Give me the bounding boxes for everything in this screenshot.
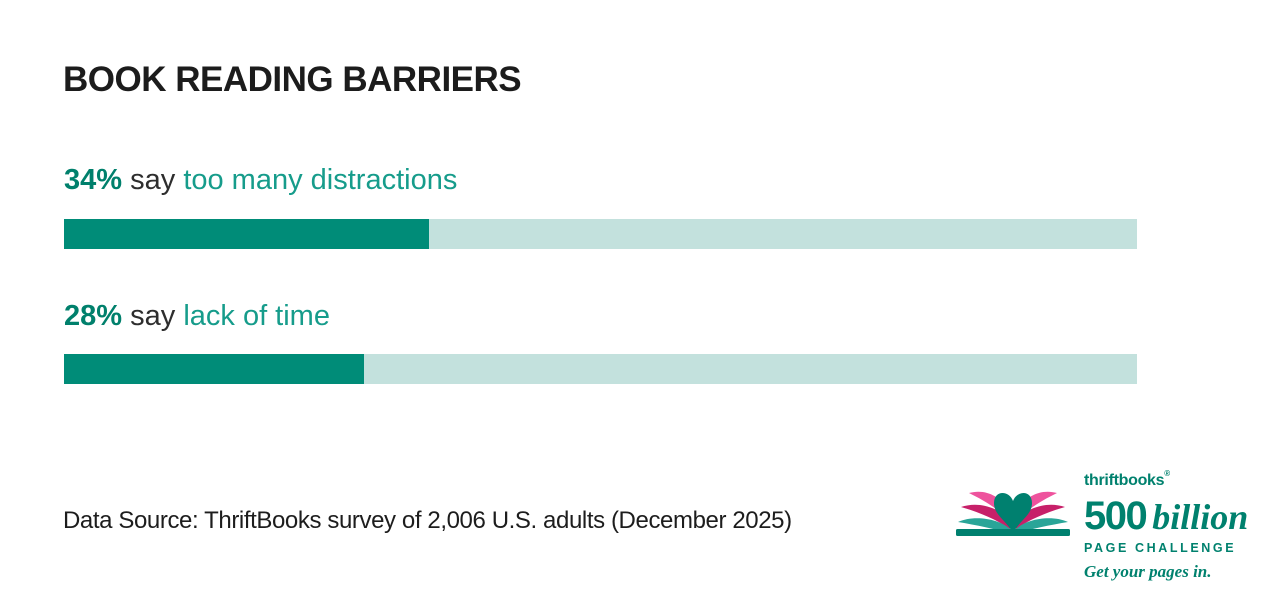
- campaign-number: 500: [1084, 494, 1148, 538]
- brand-thrift: thrift: [1084, 472, 1119, 489]
- stat-connector: say: [130, 300, 176, 332]
- campaign-subtitle: PAGE CHALLENGE: [1084, 541, 1237, 555]
- brand-name: thriftbooks®: [1084, 470, 1254, 489]
- stat-percent: 28%: [64, 300, 123, 332]
- stat-label: lack of time: [183, 300, 330, 332]
- registered-mark: ®: [1164, 469, 1170, 478]
- campaign-tagline: Get your pages in.: [1084, 561, 1212, 581]
- progress-fill: [64, 354, 365, 384]
- stat-line-lack-of-time: 28% say lack of time: [64, 300, 330, 333]
- stat-label: too many distractions: [183, 164, 458, 196]
- data-source-note: Data Source: ThriftBooks survey of 2,006…: [63, 507, 792, 534]
- stat-line-distractions: 34% say too many distractions: [64, 164, 458, 197]
- thriftbooks-logo: thriftbooks® 500 billion PAGE CHALLENGE G…: [1084, 470, 1254, 580]
- stat-connector: say: [130, 164, 176, 196]
- campaign-number-line: 500 billion: [1084, 496, 1254, 536]
- campaign-number-word: billion: [1152, 497, 1249, 537]
- progress-bar-distractions: [64, 219, 1137, 249]
- stat-percent: 34%: [64, 164, 123, 196]
- progress-fill: [64, 219, 429, 249]
- progress-bar-lack-of-time: [64, 354, 1137, 384]
- page-title: BOOK READING BARRIERS: [63, 60, 522, 99]
- brand-books: books: [1118, 472, 1165, 489]
- open-book-heart-icon: [956, 491, 1070, 536]
